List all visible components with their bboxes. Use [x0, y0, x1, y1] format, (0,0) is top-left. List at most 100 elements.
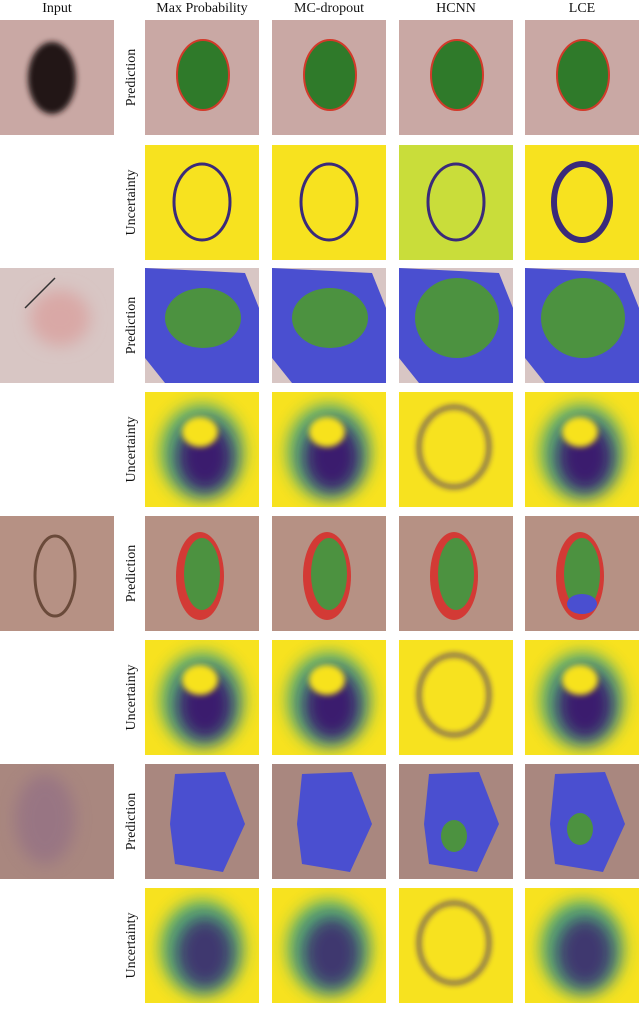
uncertainty-map-content: [272, 392, 386, 507]
marker: [33, 534, 77, 618]
segmentation: [165, 288, 241, 348]
bg: [399, 640, 513, 755]
segmentation: [564, 538, 600, 610]
input-image: [0, 20, 114, 135]
ring: [551, 161, 613, 243]
prediction-image: [399, 764, 513, 879]
column-header: MC-dropout: [294, 1, 364, 16]
input-image-content: [0, 20, 114, 135]
uncertainty-map-content: [145, 888, 259, 1003]
uncertainty-map: [272, 392, 386, 507]
prediction-image: [525, 516, 639, 631]
prediction-image-content: [399, 764, 513, 879]
prediction-image: [145, 516, 259, 631]
uncertainty-map-content: [145, 392, 259, 507]
green-region: [441, 820, 467, 852]
uncertainty-map-content: [272, 888, 386, 1003]
uncertainty-map: [272, 888, 386, 1003]
uncertainty-map-content: [399, 640, 513, 755]
prediction-image-content: [525, 764, 639, 879]
row-label: Uncertainty: [124, 912, 139, 978]
prediction-image-content: [525, 516, 639, 631]
uncertainty-map: [272, 640, 386, 755]
core: [304, 918, 360, 988]
prediction-image: [272, 20, 386, 135]
input-image: [0, 764, 114, 879]
input-image-content: [0, 516, 114, 631]
uncertainty-map: [399, 392, 513, 507]
prediction-image-content: [145, 20, 259, 135]
prediction-image: [272, 764, 386, 879]
prediction-image-content: [399, 516, 513, 631]
uncertainty-map-content: [145, 640, 259, 755]
ring: [417, 653, 491, 737]
core: [557, 918, 613, 988]
prediction-image-content: [272, 20, 386, 135]
input-image-content: [0, 764, 114, 879]
segmentation: [556, 39, 610, 111]
uncertainty-map-content: [525, 392, 639, 507]
uncertainty-map: [272, 145, 386, 260]
column-header: Max Probability: [156, 1, 247, 16]
prediction-image-content: [145, 764, 259, 879]
hole: [562, 665, 598, 695]
prediction-image: [525, 268, 639, 383]
uncertainty-map: [145, 640, 259, 755]
segmentation: [297, 772, 372, 872]
blue-region: [567, 594, 597, 614]
hair: [24, 277, 56, 309]
row-label: Uncertainty: [124, 416, 139, 482]
prediction-image-content: [399, 268, 513, 383]
prediction-image: [145, 20, 259, 135]
uncertainty-map-content: [272, 640, 386, 755]
prediction-image: [399, 268, 513, 383]
lesion: [28, 42, 76, 114]
row-label: Prediction: [124, 297, 139, 355]
prediction-image-content: [399, 20, 513, 135]
uncertainty-map: [399, 888, 513, 1003]
prediction-image-content: [272, 268, 386, 383]
hole: [309, 665, 345, 695]
uncertainty-map: [145, 145, 259, 260]
core: [177, 918, 233, 988]
segmentation: [311, 538, 347, 610]
hole: [182, 417, 218, 447]
prediction-image-content: [525, 20, 639, 135]
prediction-image-content: [145, 268, 259, 383]
uncertainty-map: [145, 888, 259, 1003]
uncertainty-map: [525, 392, 639, 507]
segmentation: [184, 538, 220, 610]
uncertainty-map: [399, 145, 513, 260]
row-label: Prediction: [124, 49, 139, 107]
bg: [272, 145, 386, 260]
green-region: [567, 813, 593, 845]
row-label: Prediction: [124, 793, 139, 851]
ring: [417, 405, 491, 489]
segmentation: [541, 278, 625, 358]
bg: [399, 145, 513, 260]
prediction-image: [145, 268, 259, 383]
column-header: HCNN: [436, 1, 476, 16]
uncertainty-map: [525, 640, 639, 755]
bg: [399, 888, 513, 1003]
skin: [0, 516, 114, 631]
hole: [309, 417, 345, 447]
uncertainty-map-content: [399, 145, 513, 260]
prediction-image-content: [525, 268, 639, 383]
input-image: [0, 516, 114, 631]
uncertainty-map-content: [272, 145, 386, 260]
column-header: Input: [42, 1, 72, 16]
uncertainty-map-content: [525, 640, 639, 755]
ring: [417, 901, 491, 985]
segmentation: [176, 39, 230, 111]
segmentation: [292, 288, 368, 348]
prediction-image: [399, 20, 513, 135]
uncertainty-map-content: [399, 888, 513, 1003]
ring: [299, 162, 359, 242]
uncertainty-map-content: [525, 145, 639, 260]
prediction-image: [399, 516, 513, 631]
hole: [562, 417, 598, 447]
uncertainty-map-content: [525, 888, 639, 1003]
ring: [172, 162, 232, 242]
